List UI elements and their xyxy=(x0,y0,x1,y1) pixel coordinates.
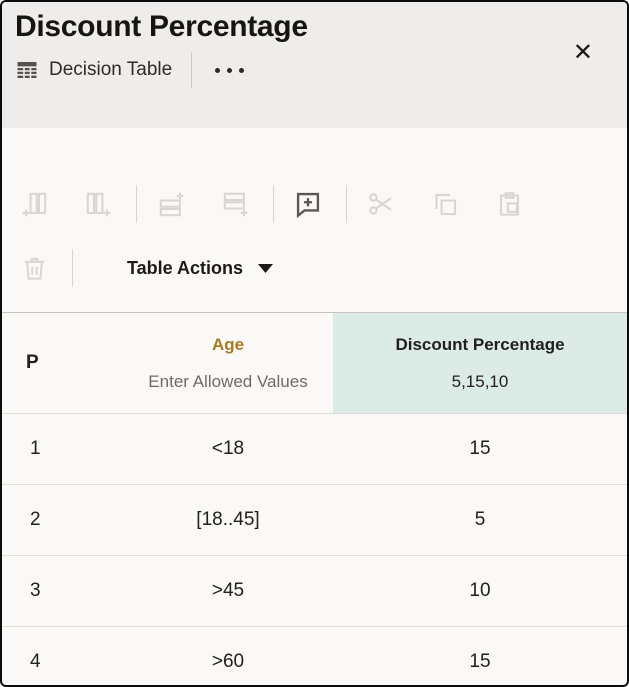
table-row-4: 4 >60 15 xyxy=(2,627,627,685)
discount-value-cell[interactable]: 15 xyxy=(469,651,491,672)
add-row-below-button[interactable] xyxy=(213,184,257,224)
cut-icon xyxy=(367,190,395,218)
panel-type-label: Decision Table xyxy=(49,59,173,80)
toolbar-divider xyxy=(72,249,73,287)
age-header-label: Age xyxy=(211,334,245,354)
toolbar-divider xyxy=(273,185,274,223)
decision-table-icon xyxy=(15,58,39,82)
table-row-1: 1 <18 15 xyxy=(2,414,627,485)
table-actions-dropdown[interactable]: Table Actions xyxy=(117,252,283,285)
page-title: Discount Percentage xyxy=(15,10,308,43)
age-condition-cell[interactable]: >60 xyxy=(211,651,245,672)
table-actions-label: Table Actions xyxy=(127,257,244,278)
toolbar-row-2: Table Actions xyxy=(12,246,627,290)
column-header-priority[interactable]: P xyxy=(2,313,123,413)
table-row-3: 3 >45 10 xyxy=(2,556,627,627)
toolbar-row-1 xyxy=(12,182,627,226)
add-column-after-icon xyxy=(85,191,112,218)
table-header-row: P Age Enter Allowed Values Discount Perc… xyxy=(2,313,627,414)
copy-icon xyxy=(432,191,459,218)
paste-icon xyxy=(496,191,523,218)
panel-type-row: Decision Table xyxy=(15,52,611,88)
column-header-age[interactable]: Age Enter Allowed Values xyxy=(123,313,333,413)
row-number: 4 xyxy=(30,651,41,672)
paste-button[interactable] xyxy=(487,184,531,224)
overflow-menu-icon xyxy=(215,67,245,73)
discount-value-cell[interactable]: 15 xyxy=(469,438,491,459)
add-annotation-button[interactable] xyxy=(286,184,330,224)
trash-icon xyxy=(21,255,48,282)
overflow-menu-button[interactable] xyxy=(211,62,248,79)
discount-allowed-values[interactable]: 5,15,10 xyxy=(451,371,509,391)
age-condition-cell[interactable]: <18 xyxy=(211,438,245,459)
age-allowed-values[interactable]: Enter Allowed Values xyxy=(148,371,308,391)
copy-button[interactable] xyxy=(423,184,467,224)
titlebar: Discount Percentage Decision Table ✕ xyxy=(2,2,627,128)
discount-value-cell[interactable]: 10 xyxy=(469,580,491,601)
chevron-down-icon xyxy=(258,263,274,273)
discount-value-cell[interactable]: 5 xyxy=(474,509,486,530)
add-row-above-button[interactable] xyxy=(149,184,193,224)
age-condition-cell[interactable]: >45 xyxy=(211,580,245,601)
row-number: 2 xyxy=(30,509,41,530)
add-annotation-icon xyxy=(294,190,322,218)
toolbar-divider xyxy=(346,185,347,223)
add-row-below-icon xyxy=(222,191,249,218)
row-number: 1 xyxy=(30,438,41,459)
column-header-discount[interactable]: Discount Percentage 5,15,10 xyxy=(333,313,627,413)
add-column-before-button[interactable] xyxy=(12,184,56,224)
cut-button[interactable] xyxy=(359,184,403,224)
add-row-above-icon xyxy=(158,191,185,218)
close-button[interactable]: ✕ xyxy=(572,38,593,66)
row-number: 3 xyxy=(30,580,41,601)
add-column-before-icon xyxy=(21,191,48,218)
priority-header-label: P xyxy=(26,352,39,373)
discount-header-label: Discount Percentage xyxy=(395,334,565,354)
add-column-after-button[interactable] xyxy=(76,184,120,224)
age-condition-cell[interactable]: [18..45] xyxy=(196,509,260,530)
table-row-2: 2 [18..45] 5 xyxy=(2,485,627,556)
delete-button[interactable] xyxy=(12,248,56,288)
vertical-divider xyxy=(191,52,193,88)
toolbar: Table Actions xyxy=(2,128,627,312)
toolbar-divider xyxy=(136,185,137,223)
decision-table: P Age Enter Allowed Values Discount Perc… xyxy=(2,312,627,685)
